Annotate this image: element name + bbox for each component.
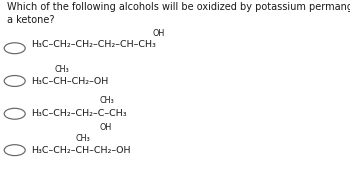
Text: CH₃: CH₃ (100, 96, 114, 105)
Text: OH: OH (100, 122, 112, 132)
Text: H₃C–CH₂–CH–CH₂–OH: H₃C–CH₂–CH–CH₂–OH (32, 146, 131, 155)
Text: Which of the following alcohols will be oxidized by potassium permanganate to fo: Which of the following alcohols will be … (7, 2, 350, 25)
Text: OH: OH (152, 29, 164, 38)
Text: CH₃: CH₃ (75, 134, 90, 143)
Text: CH₃: CH₃ (54, 65, 69, 74)
Text: H₃C–CH₂–CH₂–CH₂–CH–CH₃: H₃C–CH₂–CH₂–CH₂–CH–CH₃ (32, 40, 156, 49)
Text: H₃C–CH₂–CH₂–C–CH₃: H₃C–CH₂–CH₂–C–CH₃ (32, 109, 127, 118)
Text: H₃C–CH–CH₂–OH: H₃C–CH–CH₂–OH (32, 77, 109, 86)
